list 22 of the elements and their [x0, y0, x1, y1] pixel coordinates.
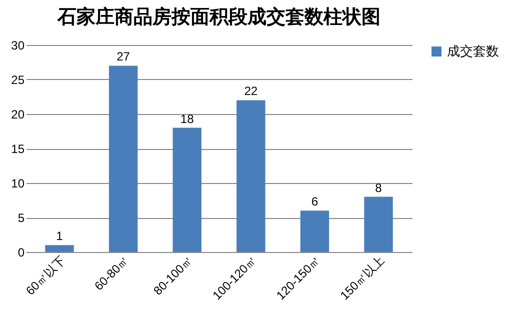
y-tick-label: 5: [18, 211, 25, 225]
bar: [45, 245, 74, 252]
chart-title: 石家庄商品房按面积段成交套数柱状图: [56, 6, 380, 28]
y-tick-label: 15: [11, 142, 25, 156]
bar: [172, 128, 202, 252]
data-label: 6: [311, 194, 318, 209]
bar: [236, 100, 266, 252]
y-tick-label: 30: [11, 38, 25, 52]
bar: [300, 210, 330, 252]
bar: [108, 66, 138, 252]
y-tick-label: 25: [11, 73, 25, 87]
data-label: 22: [244, 84, 258, 98]
legend-label: 成交套数: [447, 44, 499, 58]
x-tick-label: 60㎡以下: [23, 253, 68, 298]
y-tick-label: 0: [18, 246, 25, 260]
data-label: 18: [180, 112, 194, 126]
data-label: 1: [56, 229, 64, 244]
y-tick-label: 20: [11, 108, 25, 122]
data-label: 8: [375, 180, 382, 195]
y-tick-label: 10: [11, 176, 25, 190]
data-label: 27: [116, 50, 130, 64]
bar: [364, 196, 393, 252]
